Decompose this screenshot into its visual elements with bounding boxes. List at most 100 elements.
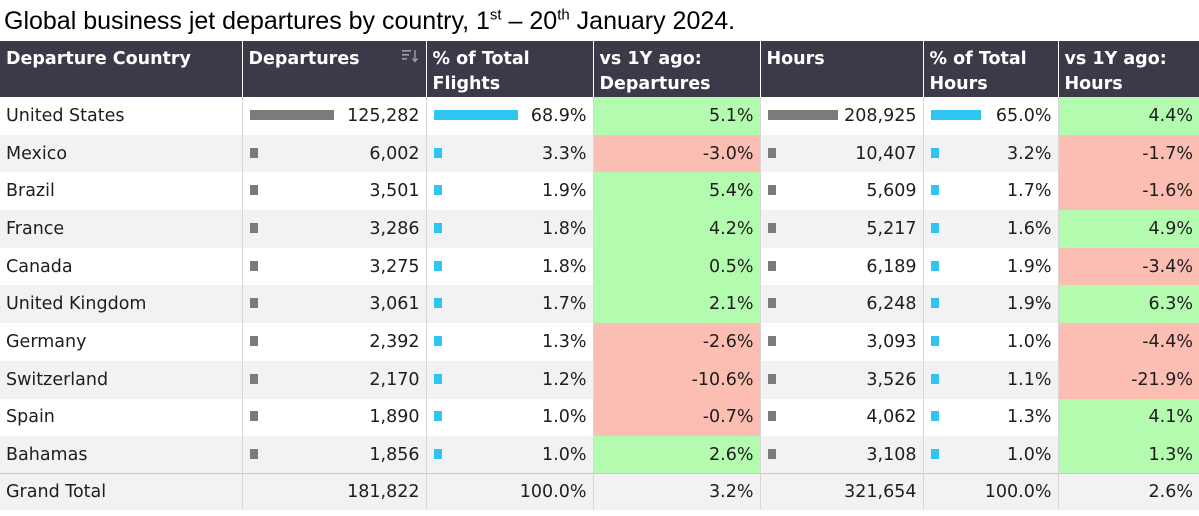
- dep-yoy-cell: 2.6%: [593, 436, 761, 474]
- hours-cell-value: 5,217: [866, 218, 917, 239]
- header-dep-share[interactable]: % of Total Flights: [426, 41, 594, 97]
- hours-share-cell: 1.9%: [923, 247, 1059, 286]
- departures-bar: [249, 109, 334, 120]
- sort-icon[interactable]: [401, 49, 418, 63]
- hours-share-cell: 1.0%: [923, 323, 1059, 361]
- country-cell: Mexico: [0, 134, 243, 173]
- dep-share-bar: [433, 373, 442, 384]
- dep-yoy-cell-value: 2.6%: [709, 444, 754, 465]
- hours-cell-value: 3,093: [866, 331, 917, 352]
- departures-cell: 1,890: [242, 398, 427, 437]
- header-dep-yoy[interactable]: vs 1Y ago: Departures: [593, 41, 761, 97]
- header-departures[interactable]: Departures: [242, 41, 427, 97]
- departures-cell-value: 1,856: [369, 444, 420, 465]
- dep-yoy-cell: 4.2%: [593, 210, 761, 248]
- hours-share-cell: 1.9%: [923, 285, 1059, 324]
- hours-share-bar: [930, 109, 981, 120]
- departures-cell-value: 3,061: [369, 294, 420, 315]
- header-departure-country[interactable]: Departure Country: [0, 41, 243, 97]
- hours-bar: [767, 260, 776, 271]
- hours-cell-value: 4,062: [866, 407, 917, 428]
- table-row: Germany 2,392 1.3% -2.6% 3,093 1.0% -4.4%: [0, 323, 1199, 361]
- hours-yoy-cell-value: -1.7%: [1142, 143, 1193, 164]
- hours-share-bar: [930, 222, 939, 233]
- country-cell: Switzerland: [0, 360, 243, 399]
- country-cell: Brazil: [0, 172, 243, 211]
- dep-share-cell: 1.8%: [426, 210, 594, 248]
- header-hours-yoy[interactable]: vs 1Y ago: Hours: [1058, 41, 1199, 97]
- hours-yoy-cell-value: 1.3%: [1148, 444, 1193, 465]
- hours-yoy-cell: 4.4%: [1058, 97, 1199, 135]
- departures-cell-value: 2,170: [369, 369, 420, 390]
- hours-yoy-cell-value: -1.6%: [1142, 181, 1193, 202]
- total-departures: 181,822: [242, 473, 427, 510]
- dep-yoy-cell: 5.4%: [593, 172, 761, 211]
- departures-bar: [249, 373, 258, 384]
- header-hours-share[interactable]: % of Total Hours: [923, 41, 1059, 97]
- hours-share-cell-value: 1.3%: [1007, 407, 1052, 428]
- hours-share-cell: 3.2%: [923, 134, 1059, 173]
- hours-share-cell-value: 1.7%: [1007, 181, 1052, 202]
- hours-cell-value: 208,925: [844, 105, 917, 126]
- dep-share-bar: [433, 411, 442, 422]
- departures-cell: 2,170: [242, 360, 427, 399]
- dep-yoy-cell: 2.1%: [593, 285, 761, 324]
- table-row: Spain 1,890 1.0% -0.7% 4,062 1.3% 4.1%: [0, 398, 1199, 437]
- hours-share-cell: 1.6%: [923, 210, 1059, 248]
- country-cell: France: [0, 210, 243, 248]
- country-cell-value: Mexico: [6, 143, 68, 164]
- dep-yoy-cell-value: -3.0%: [702, 143, 754, 164]
- hours-bar: [767, 298, 776, 309]
- hours-yoy-cell-value: -3.4%: [1142, 256, 1193, 277]
- hours-cell: 10,407: [760, 134, 924, 173]
- hours-bar: [767, 373, 776, 384]
- departures-bar: [249, 298, 258, 309]
- country-cell-value: Canada: [6, 256, 73, 277]
- hours-share-bar: [930, 260, 939, 271]
- hours-cell-value: 3,526: [866, 369, 917, 390]
- hours-share-cell: 1.1%: [923, 360, 1059, 399]
- departures-cell: 1,856: [242, 436, 427, 474]
- dep-share-cell-value: 1.0%: [542, 407, 587, 428]
- dep-share-cell-value: 1.9%: [542, 181, 587, 202]
- country-cell: Bahamas: [0, 436, 243, 474]
- hours-share-bar: [930, 411, 939, 422]
- hours-bar: [767, 109, 838, 120]
- hours-bar: [767, 335, 776, 346]
- dep-share-cell: 1.3%: [426, 323, 594, 361]
- hours-share-bar: [930, 373, 939, 384]
- dep-share-cell: 1.9%: [426, 172, 594, 211]
- total-label: Grand Total: [0, 473, 243, 510]
- hours-bar: [767, 222, 776, 233]
- hours-bar: [767, 147, 776, 158]
- hours-share-cell-value: 1.9%: [1007, 294, 1052, 315]
- hours-yoy-cell: 1.3%: [1058, 436, 1199, 474]
- hours-yoy-cell-value: 4.9%: [1148, 218, 1193, 239]
- table-body: United States 125,282 68.9% 5.1% 208,925 65.0…: [0, 97, 1199, 474]
- departures-bar: [249, 222, 258, 233]
- country-cell-value: Switzerland: [6, 369, 109, 390]
- country-cell: Canada: [0, 247, 243, 286]
- departures-bar: [249, 411, 258, 422]
- country-cell: Germany: [0, 323, 243, 361]
- departures-cell-value: 3,501: [369, 181, 420, 202]
- hours-cell: 6,189: [760, 247, 924, 286]
- header-hours[interactable]: Hours: [760, 41, 924, 97]
- dep-yoy-cell-value: -10.6%: [691, 369, 754, 390]
- dep-share-bar: [433, 298, 442, 309]
- hours-share-cell-value: 1.9%: [1007, 256, 1052, 277]
- hours-cell: 4,062: [760, 398, 924, 437]
- dep-yoy-cell: 0.5%: [593, 247, 761, 286]
- country-cell: Spain: [0, 398, 243, 437]
- dep-yoy-cell-value: 5.1%: [709, 105, 754, 126]
- hours-share-cell: 1.3%: [923, 398, 1059, 437]
- hours-share-bar: [930, 298, 939, 309]
- departures-bar: [249, 335, 258, 346]
- departures-cell: 3,286: [242, 210, 427, 248]
- departures-cell-value: 3,275: [369, 256, 420, 277]
- dep-yoy-cell-value: -0.7%: [702, 407, 754, 428]
- departures-bar: [249, 260, 258, 271]
- hours-cell: 5,609: [760, 172, 924, 211]
- dep-share-cell: 68.9%: [426, 97, 594, 135]
- dep-share-cell-value: 1.0%: [542, 444, 587, 465]
